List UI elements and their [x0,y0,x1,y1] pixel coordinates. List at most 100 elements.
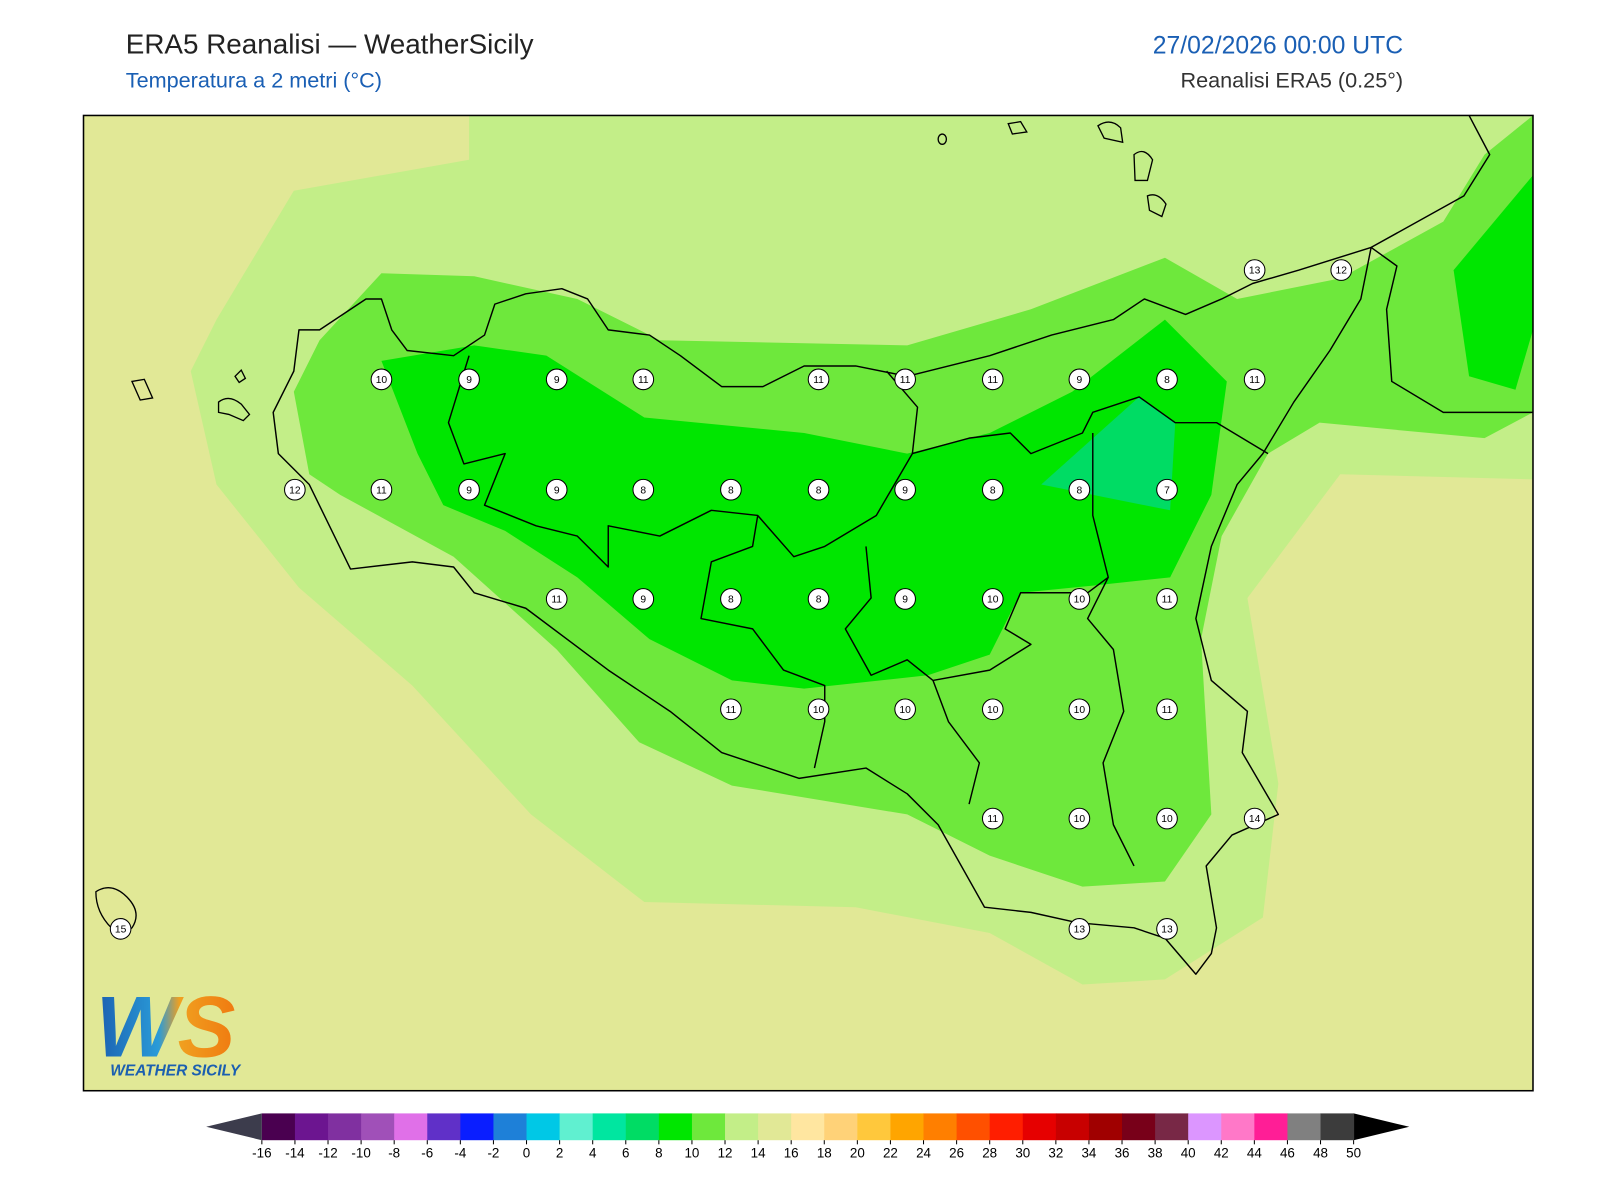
station-marker [981,478,1004,501]
station-marker [720,478,742,501]
colorbar-box [956,1113,991,1141]
station-value: 9 [902,485,908,496]
station-value: 10 [987,595,999,606]
station-value: 9 [554,375,560,386]
colorbar-box [427,1113,461,1141]
colorbar-tick-label: 22 [883,1146,898,1161]
station-marker [284,478,306,501]
station-marker [370,478,393,501]
colorbar-box [824,1113,858,1141]
field-8-10 [381,319,1227,689]
colorbar-tick-label: 48 [1313,1146,1328,1161]
station-marker [1243,259,1266,281]
colorbar-box [1088,1113,1123,1141]
colorbar-tick-label: 10 [684,1146,699,1161]
station-value: 8 [816,595,822,606]
colorbar-tick-label: -8 [388,1146,400,1161]
colorbar-tick-label: 26 [949,1146,964,1161]
colorbar-box [1320,1113,1355,1141]
map-area: WS WEATHER SICILY 13 12 10 9 9 11 11 11 11 9 8 11 12… [83,115,1533,1091]
station-value: 10 [376,375,388,386]
island [1146,194,1167,218]
colorbar-tick-label: 6 [622,1146,629,1161]
station-value: 10 [1074,595,1086,606]
colorbar-tick-label: -14 [285,1146,305,1161]
colorbar-tick-label: -16 [252,1146,271,1161]
colorbar-box [294,1113,329,1141]
logo-name: WEATHER SICILY [110,1062,242,1079]
station-value: 10 [1074,814,1086,825]
station-value: 11 [638,375,649,386]
colorbar-tick-label: 14 [751,1146,766,1161]
station-marker [545,588,568,610]
colorbar-box [1155,1113,1189,1141]
colorbar-tick-label: 0 [523,1146,530,1161]
title: ERA5 Reanalisi — WeatherSicily [126,29,534,60]
station-value: 11 [987,375,998,386]
colorbar-tick-label: 30 [1015,1146,1030,1161]
colorbar-box [758,1113,792,1141]
station-marker [1068,368,1091,391]
station-marker [1156,588,1178,610]
station-value: 13 [1249,266,1261,277]
station-value: 14 [1249,814,1261,825]
colorbar-tick-label: 50 [1346,1146,1361,1161]
station-marker [894,588,916,610]
colorbar-tick-label: 34 [1081,1146,1096,1161]
colorbar-box [1022,1113,1057,1141]
station-marker [632,368,655,391]
station-marker [807,588,830,610]
colorbar-over [1353,1113,1410,1141]
station-value: 9 [640,595,646,606]
colorbar-box [1188,1113,1222,1141]
colorbar-tick-label: 38 [1148,1146,1163,1161]
colorbar-box [1254,1113,1288,1141]
colorbar-tick-label: -2 [487,1146,499,1161]
station-marker [545,478,568,501]
colorbar-under [206,1113,262,1141]
logo: WS WEATHER SICILY [96,980,242,1080]
station-value: 11 [813,375,824,386]
station-value: 8 [728,485,734,496]
station-marker [807,698,830,721]
station-value: 9 [1077,375,1083,386]
colorbar-tick-label: 12 [718,1146,733,1161]
colorbar-box [691,1113,726,1141]
station-value: 10 [987,705,999,716]
station-value: 13 [1074,924,1086,935]
colorbar-box [261,1113,296,1141]
station-marker [632,588,655,610]
station-marker [1243,368,1266,391]
station-value: 8 [990,485,996,496]
station-value: 11 [726,705,737,716]
station-value: 10 [813,705,825,716]
colorbar-box [658,1113,693,1141]
station-marker [981,368,1004,391]
colorbar-box [923,1113,958,1141]
colorbar-tick-label: -10 [351,1146,370,1161]
station-marker [894,368,916,391]
station-value: 10 [1161,814,1173,825]
colorbar-box [592,1113,627,1141]
colorbar-box [1055,1113,1090,1141]
island [1007,120,1028,135]
station-marker [981,698,1004,721]
colorbar-tick-label: 40 [1181,1146,1196,1161]
station-marker [1156,368,1178,391]
colorbar-tick-label: 18 [817,1146,832,1161]
logo-letters: WS [96,980,235,1076]
station-value: 8 [1077,485,1083,496]
colorbar-box [1221,1113,1255,1141]
colorbar-box [725,1113,759,1141]
station-value: 8 [816,485,822,496]
colorbar-tick-label: -4 [454,1146,466,1161]
colorbar-tick-label: 8 [655,1146,662,1161]
island [234,368,247,384]
island [1097,121,1124,144]
station-marker [1068,588,1091,610]
station-marker [458,368,480,391]
station-marker [894,698,916,721]
colorbar-box [890,1113,925,1141]
